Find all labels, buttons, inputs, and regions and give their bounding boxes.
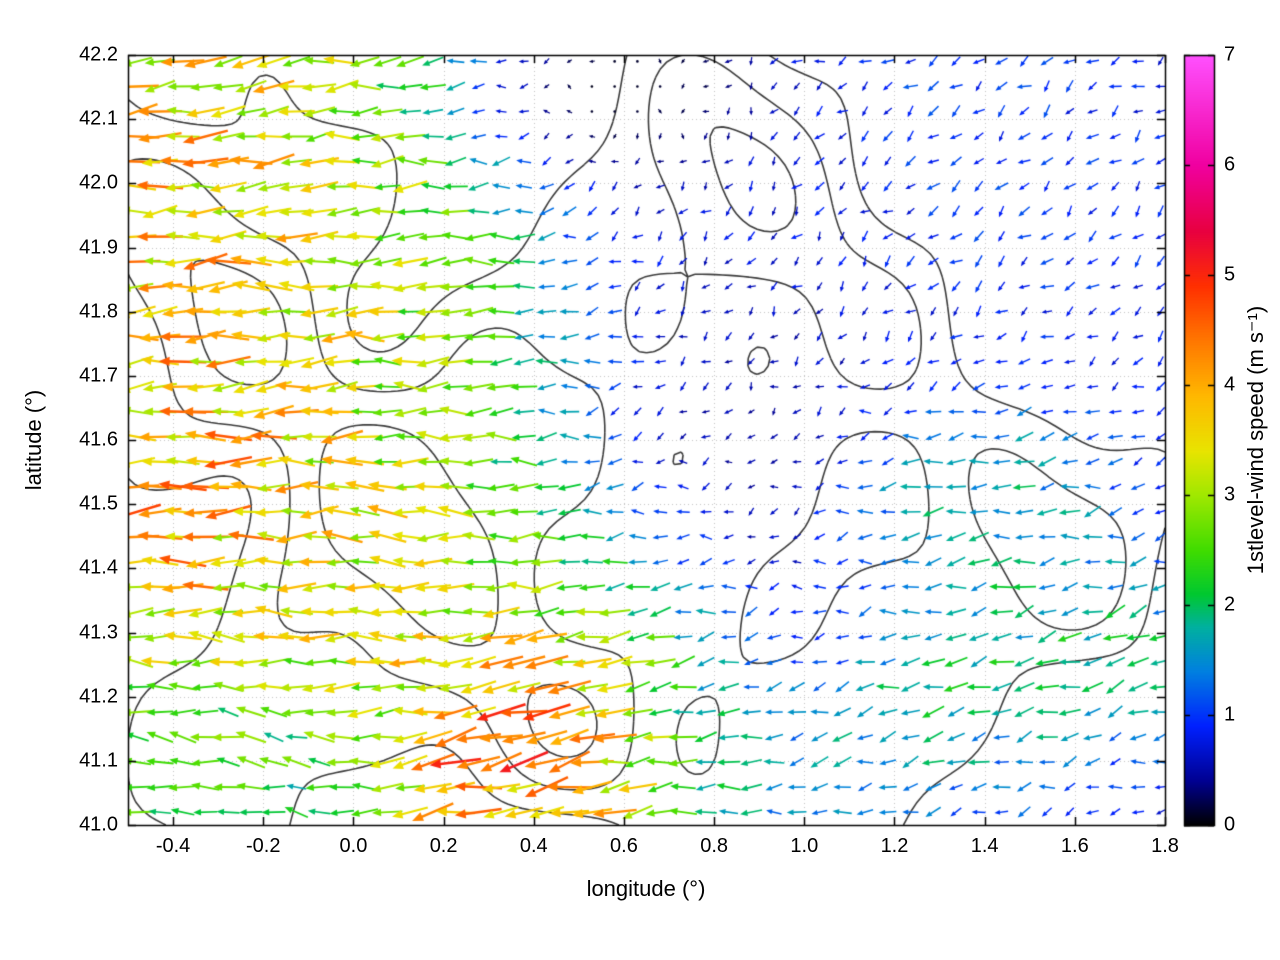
y-tick-label: 41.9 (79, 236, 118, 258)
y-tick-label: 42.0 (79, 171, 118, 194)
y-tick-label: 42.2 (79, 43, 118, 66)
y-tick-label: 41.0 (79, 813, 118, 836)
y-tick-label: 41.4 (79, 556, 118, 579)
x-tick-label: 1.6 (1060, 835, 1089, 857)
colorbar-label: 1stlevel-wind speed (m s⁻¹) (1243, 305, 1268, 575)
colorbar-tick-label: 2 (1224, 593, 1236, 616)
colorbar-tick-label: 1 (1224, 703, 1236, 726)
colorbar-tick-label: 6 (1224, 153, 1236, 176)
y-tick-label: 41.6 (79, 428, 118, 451)
colorbar-tick-label: 4 (1224, 373, 1236, 396)
y-tick-label: 41.2 (79, 685, 118, 708)
x-axis-label: longitude (°) (586, 876, 706, 901)
x-tick-label: 0.4 (519, 835, 548, 857)
y-tick-label: 41.3 (79, 621, 118, 643)
y-tick-label: 41.7 (79, 364, 118, 387)
colorbar-tick-label: 7 (1224, 43, 1236, 66)
x-tick-label: 1.2 (880, 835, 909, 857)
colorbar-tick-label: 3 (1224, 483, 1236, 506)
y-tick-label: 41.5 (79, 492, 118, 515)
x-tick-label: 0.6 (610, 835, 638, 857)
x-tick-label: 0.8 (700, 835, 729, 857)
x-tick-label: 1.8 (1151, 835, 1179, 857)
y-axis-label: latitude (°) (21, 389, 46, 491)
x-tick-label: 1.4 (970, 835, 999, 857)
colorbar-tick-label: 0 (1224, 813, 1236, 836)
x-tick-label: 0.0 (339, 835, 368, 857)
x-tick-label: -0.4 (155, 835, 191, 857)
y-tick-label: 41.1 (79, 749, 118, 772)
x-tick-label: 1.0 (790, 835, 819, 857)
y-tick-label: 42.1 (79, 107, 118, 130)
x-tick-label: 0.2 (429, 835, 458, 857)
y-tick-label: 41.8 (79, 300, 118, 323)
colorbar-tick-label: 5 (1224, 263, 1236, 286)
x-tick-label: -0.2 (246, 835, 281, 857)
